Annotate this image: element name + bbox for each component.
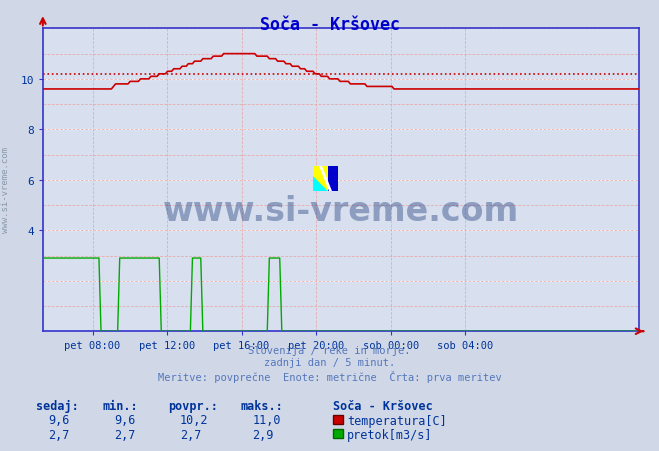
Polygon shape [313, 177, 328, 192]
Text: 2,9: 2,9 [252, 428, 273, 442]
Text: www.si-vreme.com: www.si-vreme.com [1, 147, 10, 232]
Polygon shape [323, 167, 338, 192]
Text: 9,6: 9,6 [114, 414, 135, 427]
Text: 9,6: 9,6 [48, 414, 69, 427]
Text: Meritve: povprečne  Enote: metrične  Črta: prva meritev: Meritve: povprečne Enote: metrične Črta:… [158, 370, 501, 382]
Text: 2,7: 2,7 [48, 428, 69, 442]
Polygon shape [313, 177, 328, 192]
Text: 11,0: 11,0 [252, 414, 281, 427]
Polygon shape [328, 167, 338, 192]
Text: min.:: min.: [102, 399, 138, 412]
Text: zadnji dan / 5 minut.: zadnji dan / 5 minut. [264, 358, 395, 368]
Text: povpr.:: povpr.: [168, 399, 218, 412]
Bar [313, 179, 326, 192]
Bar [313, 167, 328, 192]
Text: 10,2: 10,2 [180, 414, 208, 427]
Text: 2,7: 2,7 [180, 428, 201, 442]
Text: sedaj:: sedaj: [36, 399, 79, 412]
Text: Soča - Kršovec: Soča - Kršovec [333, 399, 432, 412]
Text: Soča - Kršovec: Soča - Kršovec [260, 16, 399, 34]
Text: pretok[m3/s]: pretok[m3/s] [347, 428, 433, 442]
Text: 2,7: 2,7 [114, 428, 135, 442]
Text: Slovenija / reke in morje.: Slovenija / reke in morje. [248, 345, 411, 355]
Text: maks.:: maks.: [241, 399, 283, 412]
Text: www.si-vreme.com: www.si-vreme.com [163, 194, 519, 227]
Bar [313, 167, 326, 179]
Bar [326, 167, 338, 192]
Text: temperatura[C]: temperatura[C] [347, 414, 447, 427]
